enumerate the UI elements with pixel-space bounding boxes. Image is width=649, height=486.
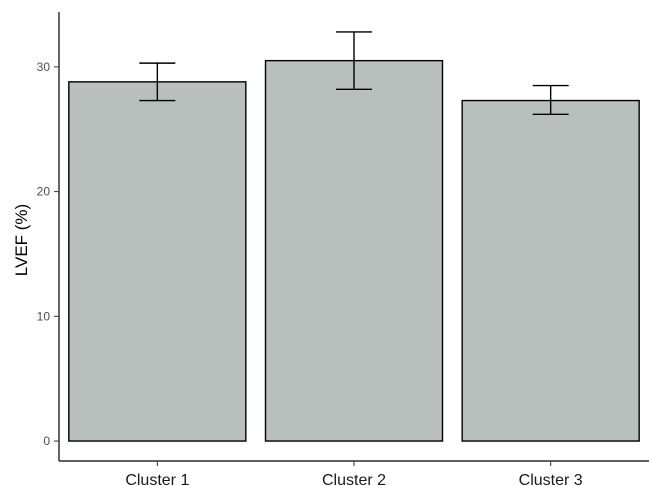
x-ticks-group: Cluster 1 Cluster 2 Cluster 3 xyxy=(125,461,583,486)
y-axis-title: LVEF (%) xyxy=(12,204,31,276)
y-tick-label: 30 xyxy=(37,60,51,74)
bar-2 xyxy=(264,59,444,442)
y-ticks-group: 0 10 20 30 xyxy=(37,60,59,448)
x-tick-label: Cluster 2 xyxy=(322,472,386,486)
y-tick-label: 0 xyxy=(43,434,50,448)
x-tick-label: Cluster 3 xyxy=(519,472,583,486)
bar-3 xyxy=(461,99,640,442)
y-tick-label: 10 xyxy=(37,309,51,323)
y-tick-label: 20 xyxy=(37,185,51,199)
error-bars-group xyxy=(139,31,569,115)
error-bar-2 xyxy=(336,31,372,91)
bar-1 xyxy=(68,81,247,442)
error-bar-1 xyxy=(139,62,176,102)
error-bar-3 xyxy=(532,84,569,115)
x-tick-label: Cluster 1 xyxy=(125,472,189,486)
bars-group xyxy=(68,59,640,442)
